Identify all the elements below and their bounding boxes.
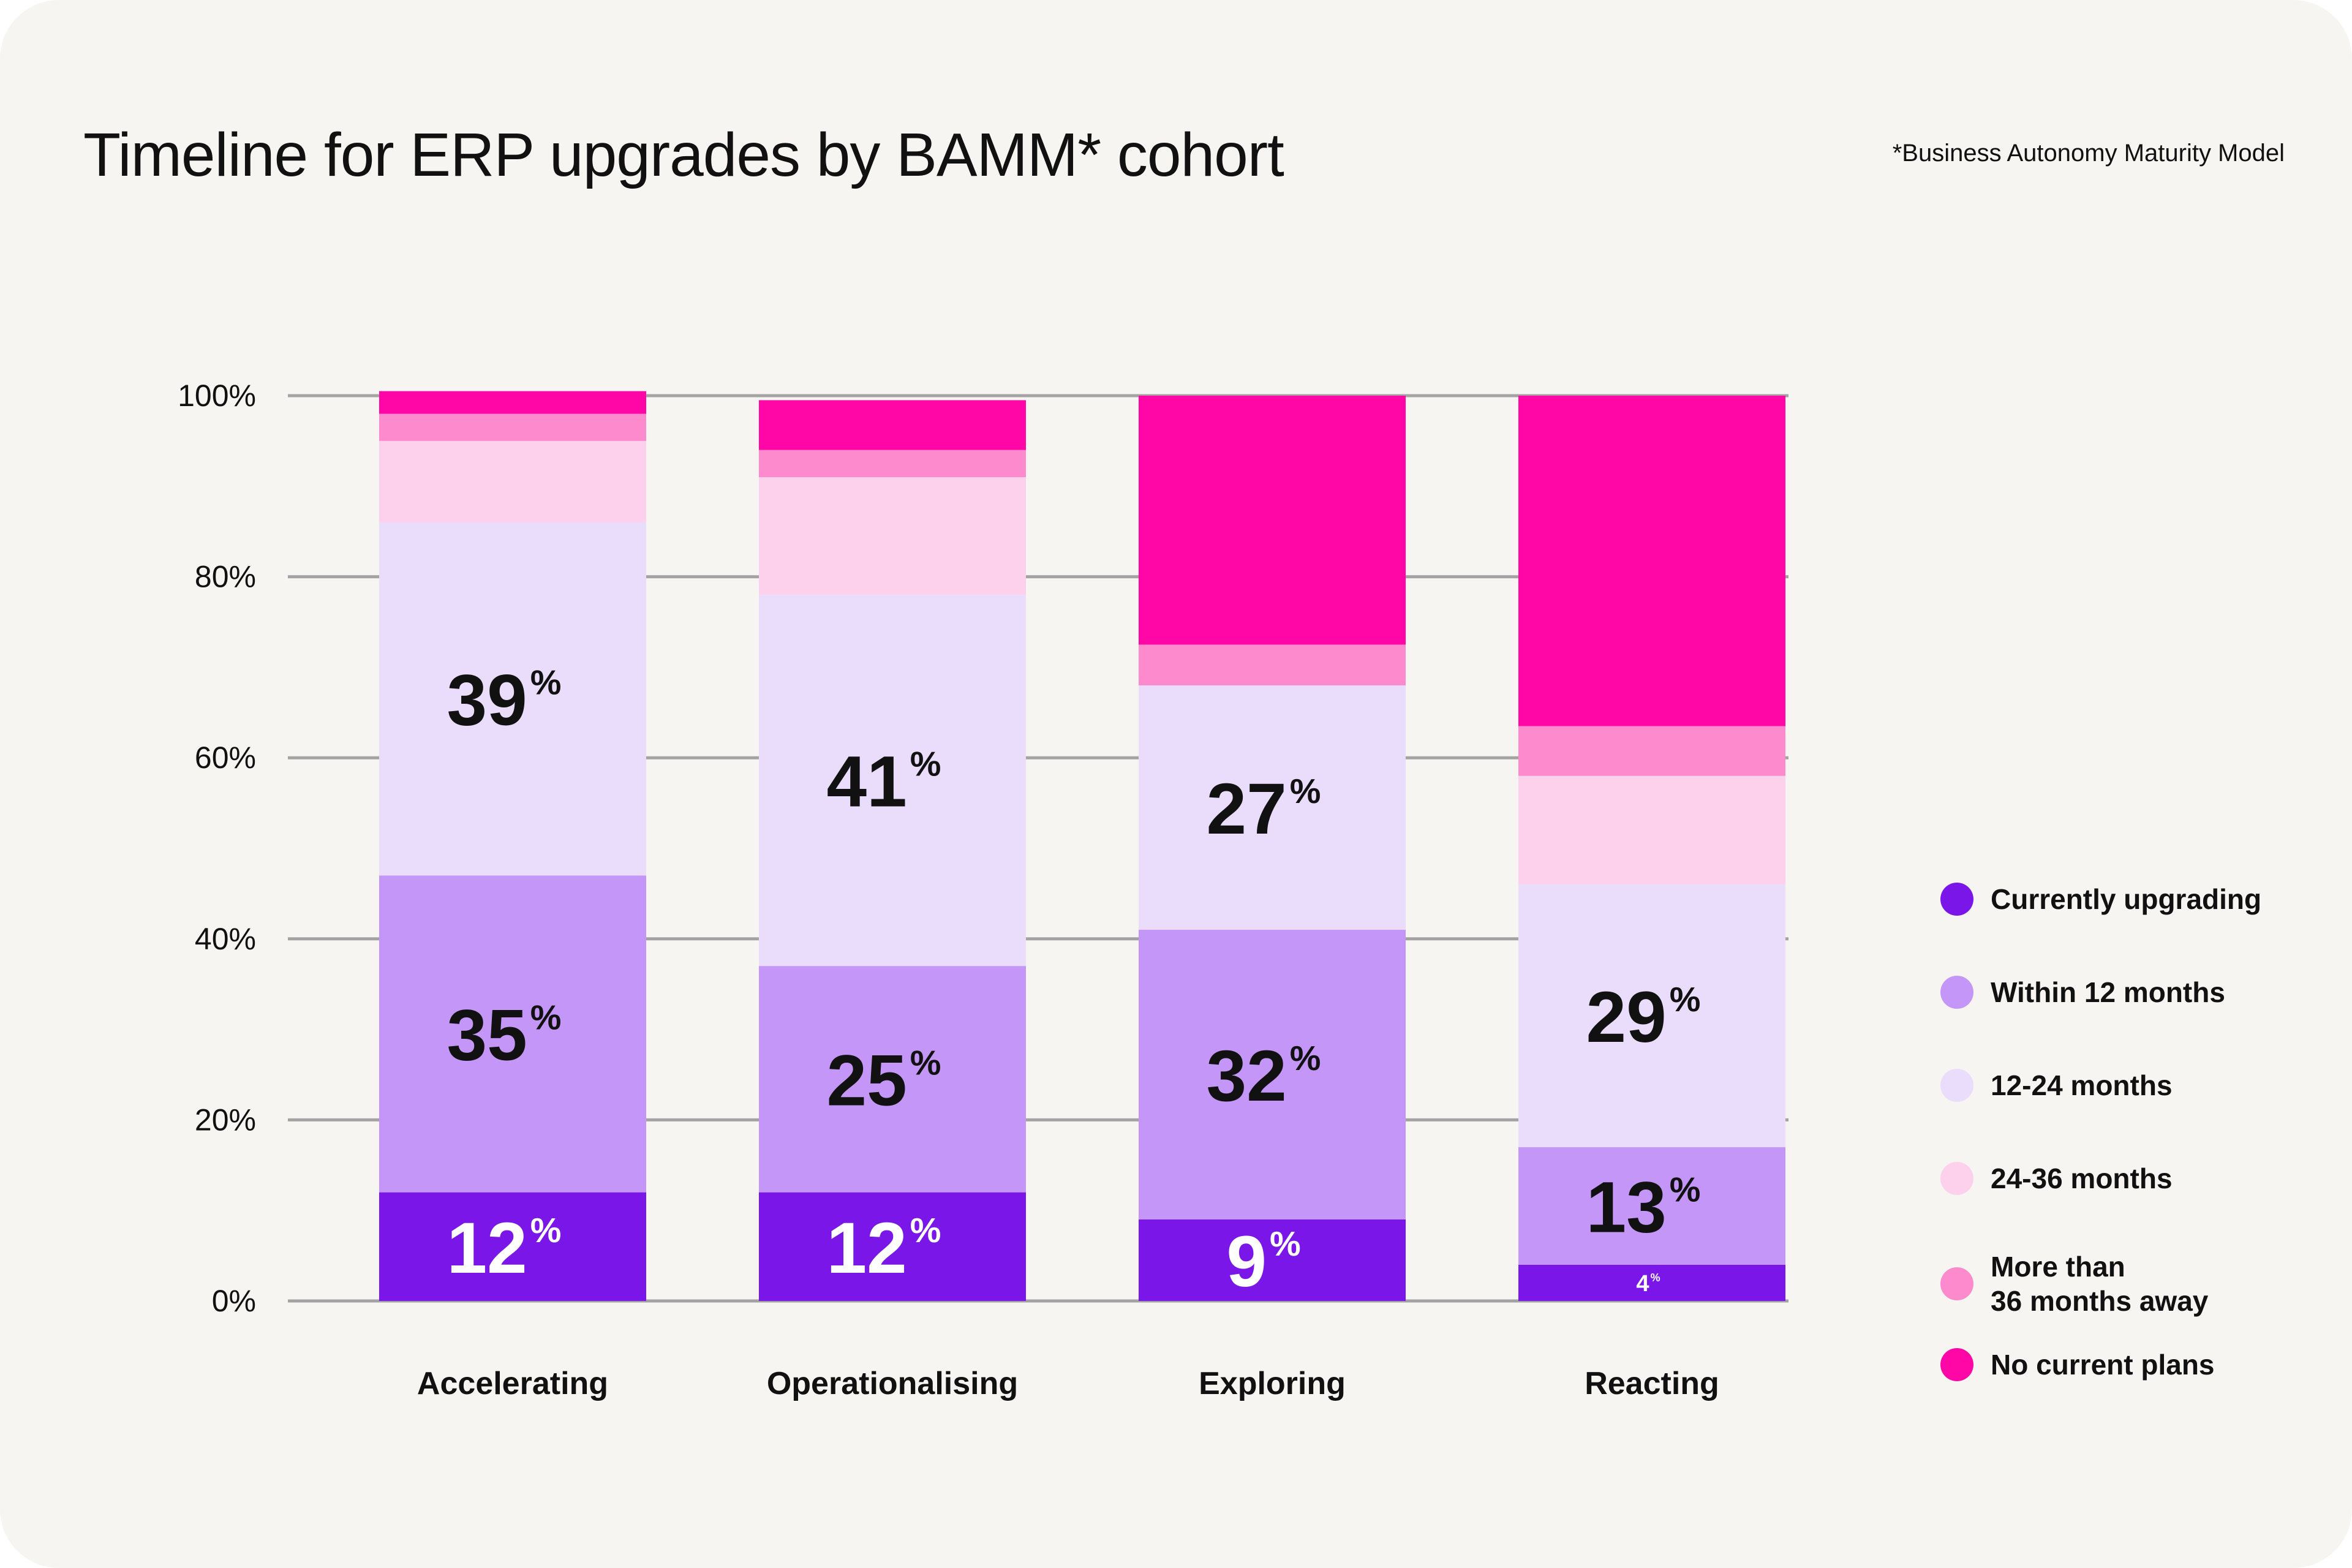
legend-swatch xyxy=(1940,976,1973,1009)
x-tick-label: Exploring xyxy=(1199,1366,1346,1401)
x-tick-label: Operationalising xyxy=(767,1366,1018,1401)
data-label: 39% xyxy=(447,660,562,741)
y-axis-ticks: 0% 20% 40% 60% 80% 100% xyxy=(178,379,256,1318)
legend-label: No current plans xyxy=(1991,1349,2215,1381)
bar-labels: 12% 35% 39% 12% 25% 41% 9% 32% 27% 4 % 13% 29% xyxy=(447,660,1701,1302)
legend-label: More than 36 months away xyxy=(1991,1251,2209,1317)
data-label: 35% xyxy=(447,995,562,1076)
bar-segment xyxy=(1139,1219,1406,1301)
legend-label: 24-36 months xyxy=(1991,1163,2173,1194)
legend-label: Currently upgrading xyxy=(1991,883,2262,915)
legend-swatch xyxy=(1940,1069,1973,1102)
bar-segment xyxy=(1518,726,1785,776)
x-tick-label: Reacting xyxy=(1585,1366,1719,1401)
bar-segment xyxy=(379,522,646,876)
data-label: 4% xyxy=(1636,1271,1660,1297)
bar-segment xyxy=(759,477,1026,595)
bar-segment xyxy=(759,966,1026,1193)
data-label: 25% xyxy=(827,1040,941,1121)
data-label: 32% xyxy=(1207,1036,1321,1117)
bars xyxy=(379,391,1785,1301)
y-tick-label: 100% xyxy=(178,379,256,413)
bar-segment xyxy=(379,1192,646,1301)
bar-segment xyxy=(1518,1147,1785,1265)
bar-segment xyxy=(1139,644,1406,685)
bar-segment xyxy=(1139,930,1406,1219)
data-label: 12% xyxy=(447,1208,562,1289)
legend-item: 12-24 months xyxy=(1940,1068,2173,1102)
legend-item: 24-36 months xyxy=(1940,1161,2173,1196)
y-tick-label: 80% xyxy=(195,560,256,594)
legend-swatch xyxy=(1940,1162,1973,1195)
legend-item: Within 12 months xyxy=(1940,975,2225,1009)
legend-label: Within 12 months xyxy=(1991,976,2225,1008)
y-tick-label: 60% xyxy=(195,741,256,775)
bar-segment xyxy=(379,413,646,441)
bar-segment xyxy=(1518,396,1785,726)
data-label: 29% xyxy=(1586,977,1701,1058)
bar-segment xyxy=(759,1192,1026,1301)
bar-segment xyxy=(1518,1264,1785,1301)
bar-segment xyxy=(1518,775,1785,885)
bar-segment xyxy=(379,875,646,1193)
footnote: *Business Autonomy Maturity Model xyxy=(1892,140,2285,167)
bar-segment xyxy=(379,391,646,414)
bar-segment xyxy=(759,450,1026,478)
y-tick-label: 20% xyxy=(195,1102,256,1137)
legend-swatch xyxy=(1940,883,1973,916)
bar-segment xyxy=(1139,396,1406,645)
y-tick-label: 0% xyxy=(212,1284,256,1318)
data-label: 12% xyxy=(827,1208,941,1289)
bar-segment xyxy=(1518,884,1785,1147)
x-tick-label: Accelerating xyxy=(417,1366,608,1401)
legend-label: 12-24 months xyxy=(1991,1069,2173,1101)
x-axis-categories: Accelerating Operationalising Exploring Rea… xyxy=(417,1366,1719,1401)
legend-item: No current plans xyxy=(1940,1348,2215,1382)
y-tick-label: 40% xyxy=(195,922,256,956)
bar-segment xyxy=(379,440,646,522)
data-label: 41% xyxy=(827,742,941,823)
legend-item: More than 36 months away xyxy=(1940,1250,2208,1318)
data-label: 27% xyxy=(1207,769,1321,850)
bar-segment xyxy=(759,595,1026,967)
data-label: 13% xyxy=(1586,1167,1701,1248)
chart-title: Timeline for ERP upgrades by BAMM* cohor… xyxy=(83,121,1284,189)
legend-item: Currently upgrading xyxy=(1940,882,2261,916)
legend-swatch xyxy=(1940,1348,1973,1381)
bar-segment xyxy=(759,400,1026,450)
bar-segment xyxy=(1139,685,1406,930)
data-label: 9% xyxy=(1226,1221,1300,1302)
legend-swatch xyxy=(1940,1267,1973,1300)
